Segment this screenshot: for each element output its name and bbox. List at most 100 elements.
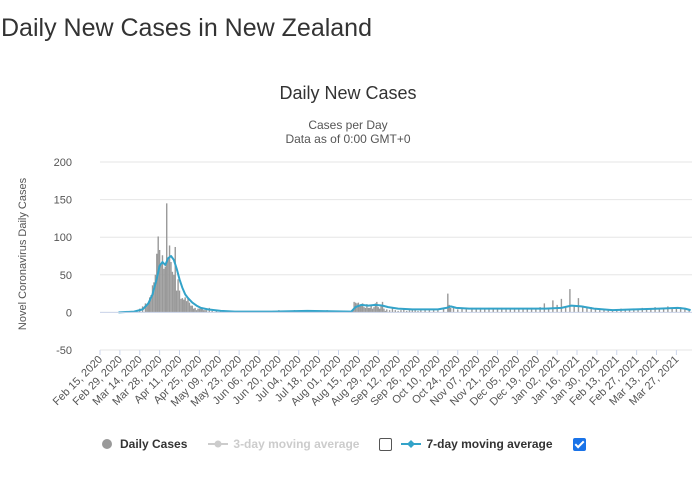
daily-cases-bar[interactable] <box>187 298 189 313</box>
daily-cases-bar[interactable] <box>198 308 201 313</box>
daily-cases-bar[interactable] <box>408 310 411 313</box>
daily-cases-bar[interactable] <box>547 308 550 313</box>
daily-cases-bar[interactable] <box>564 307 567 313</box>
daily-cases-bar[interactable] <box>174 246 176 313</box>
daily-cases-bar[interactable] <box>684 308 686 313</box>
daily-cases-bar[interactable] <box>437 310 439 313</box>
daily-cases-bar[interactable] <box>215 310 218 313</box>
daily-cases-bar[interactable] <box>452 306 455 313</box>
daily-cases-bar[interactable] <box>163 268 165 313</box>
daily-cases-bar[interactable] <box>479 307 482 313</box>
daily-cases-bar[interactable] <box>170 262 172 313</box>
daily-cases-bar[interactable] <box>624 309 626 313</box>
daily-cases-bar[interactable] <box>569 289 571 313</box>
daily-cases-bar[interactable] <box>535 309 537 313</box>
daily-cases-bar[interactable] <box>513 307 516 313</box>
daily-cases-bar[interactable] <box>164 266 167 313</box>
daily-cases-bar[interactable] <box>202 310 205 313</box>
daily-cases-bar[interactable] <box>526 308 529 313</box>
daily-cases-bar[interactable] <box>178 290 181 313</box>
legend-avg7[interactable]: 7-day moving average <box>400 437 553 451</box>
daily-cases-bar[interactable] <box>475 308 477 313</box>
daily-cases-bar[interactable] <box>471 307 473 313</box>
daily-cases-bar[interactable] <box>522 309 524 313</box>
daily-cases-bar[interactable] <box>448 304 450 313</box>
daily-cases-bar[interactable] <box>357 302 360 313</box>
daily-cases-bar[interactable] <box>184 297 186 313</box>
avg3-checkbox[interactable] <box>379 437 393 451</box>
daily-cases-bar[interactable] <box>156 253 158 313</box>
daily-cases-bar[interactable] <box>391 307 394 313</box>
daily-cases-bar[interactable] <box>420 310 422 313</box>
daily-cases-bar[interactable] <box>151 285 154 313</box>
daily-cases-bar[interactable] <box>380 305 382 313</box>
avg7-line[interactable] <box>118 255 691 314</box>
daily-cases-bar[interactable] <box>552 300 554 313</box>
daily-cases-bar[interactable] <box>530 307 533 313</box>
daily-cases-bar[interactable] <box>394 310 396 313</box>
daily-cases-bar[interactable] <box>359 305 361 313</box>
daily-cases-bar[interactable] <box>190 305 192 313</box>
daily-cases-bar[interactable] <box>428 310 431 313</box>
daily-cases-bar[interactable] <box>688 309 690 313</box>
daily-cases-bar[interactable] <box>148 297 151 313</box>
daily-cases-bar[interactable] <box>381 301 384 313</box>
daily-cases-bar[interactable] <box>518 308 520 313</box>
daily-cases-bar[interactable] <box>384 310 387 313</box>
daily-cases-bar[interactable] <box>496 308 499 313</box>
daily-cases-bar[interactable] <box>360 305 362 313</box>
daily-cases-bar[interactable] <box>675 308 678 313</box>
daily-cases-bar[interactable] <box>200 308 202 313</box>
daily-cases-bar[interactable] <box>175 290 178 313</box>
daily-cases-bar[interactable] <box>205 310 208 313</box>
daily-cases-bar[interactable] <box>641 307 644 313</box>
daily-cases-bar[interactable] <box>367 307 370 313</box>
daily-cases-bar[interactable] <box>166 203 168 313</box>
daily-cases-bar[interactable] <box>369 307 371 313</box>
daily-cases-bar[interactable] <box>637 309 639 313</box>
daily-cases-bar[interactable] <box>400 310 402 313</box>
daily-cases-bar[interactable] <box>679 307 682 313</box>
daily-cases-bar[interactable] <box>628 310 631 313</box>
daily-cases-bar[interactable] <box>616 310 618 313</box>
daily-cases-bar[interactable] <box>356 303 358 313</box>
daily-cases-bar[interactable] <box>150 295 152 313</box>
daily-cases-bar[interactable] <box>185 301 188 313</box>
daily-cases-bar[interactable] <box>667 306 669 313</box>
daily-cases-bar[interactable] <box>371 308 374 313</box>
daily-cases-bar[interactable] <box>370 305 372 313</box>
daily-cases-bar[interactable] <box>363 307 365 313</box>
daily-cases-bar[interactable] <box>183 299 185 313</box>
daily-cases-bar[interactable] <box>424 309 426 313</box>
daily-cases-bar[interactable] <box>177 279 179 313</box>
daily-cases-bar[interactable] <box>501 307 503 313</box>
daily-cases-bar[interactable] <box>505 309 507 313</box>
daily-cases-bar[interactable] <box>654 307 656 313</box>
daily-cases-bar[interactable] <box>378 308 381 313</box>
daily-cases-bar[interactable] <box>484 308 486 313</box>
daily-cases-bar[interactable] <box>594 308 597 313</box>
daily-cases-bar[interactable] <box>405 310 408 313</box>
daily-cases-bar[interactable] <box>403 309 405 313</box>
daily-cases-bar[interactable] <box>153 282 155 313</box>
daily-cases-bar[interactable] <box>188 302 191 313</box>
daily-cases-bar[interactable] <box>465 309 467 313</box>
daily-cases-bar[interactable] <box>599 310 601 313</box>
daily-cases-bar[interactable] <box>488 307 490 313</box>
daily-cases-bar[interactable] <box>645 308 648 313</box>
daily-cases-bar[interactable] <box>509 308 511 313</box>
daily-cases-bar[interactable] <box>171 271 174 313</box>
daily-cases-bar[interactable] <box>442 308 445 313</box>
legend-daily-cases[interactable]: Daily Cases <box>100 437 187 451</box>
daily-cases-bar[interactable] <box>414 310 416 313</box>
daily-cases-bar[interactable] <box>373 307 375 313</box>
daily-cases-bar[interactable] <box>573 306 575 313</box>
daily-cases-bar[interactable] <box>457 309 459 313</box>
daily-cases-bar[interactable] <box>195 310 198 313</box>
daily-cases-bar[interactable] <box>364 307 367 313</box>
legend-avg3[interactable]: 3-day moving average <box>207 437 359 451</box>
daily-cases-bar[interactable] <box>361 303 364 313</box>
daily-cases-bar[interactable] <box>374 303 377 313</box>
daily-cases-bar[interactable] <box>366 304 368 313</box>
daily-cases-bar[interactable] <box>191 305 193 313</box>
